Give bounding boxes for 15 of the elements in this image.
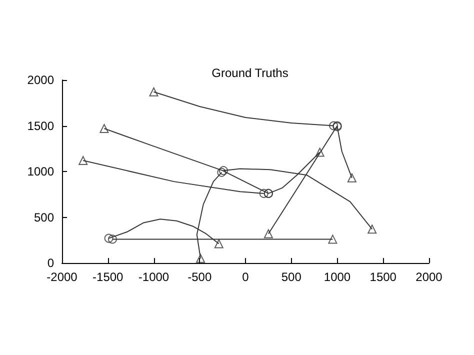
y-tick-label: 1000 xyxy=(27,164,54,178)
x-tick-label: 2000 xyxy=(416,270,443,284)
x-tick-label: 1500 xyxy=(370,270,397,284)
x-tick-label: 1000 xyxy=(324,270,351,284)
y-tick-label: 500 xyxy=(34,210,54,224)
x-tick-label: 0 xyxy=(242,270,250,284)
x-tick-label: -1500 xyxy=(92,270,124,284)
y-tick-label: 1500 xyxy=(27,118,54,133)
x-tick-label: -500 xyxy=(188,270,212,284)
y-tick-label: 2000 xyxy=(27,73,54,87)
y-tick-label: 0 xyxy=(47,256,54,270)
x-tick-label: 500 xyxy=(281,270,302,284)
x-tick-label: -1000 xyxy=(138,270,170,284)
x-tick-label: -2000 xyxy=(46,270,78,284)
chart-title: Ground Truths xyxy=(212,66,288,80)
